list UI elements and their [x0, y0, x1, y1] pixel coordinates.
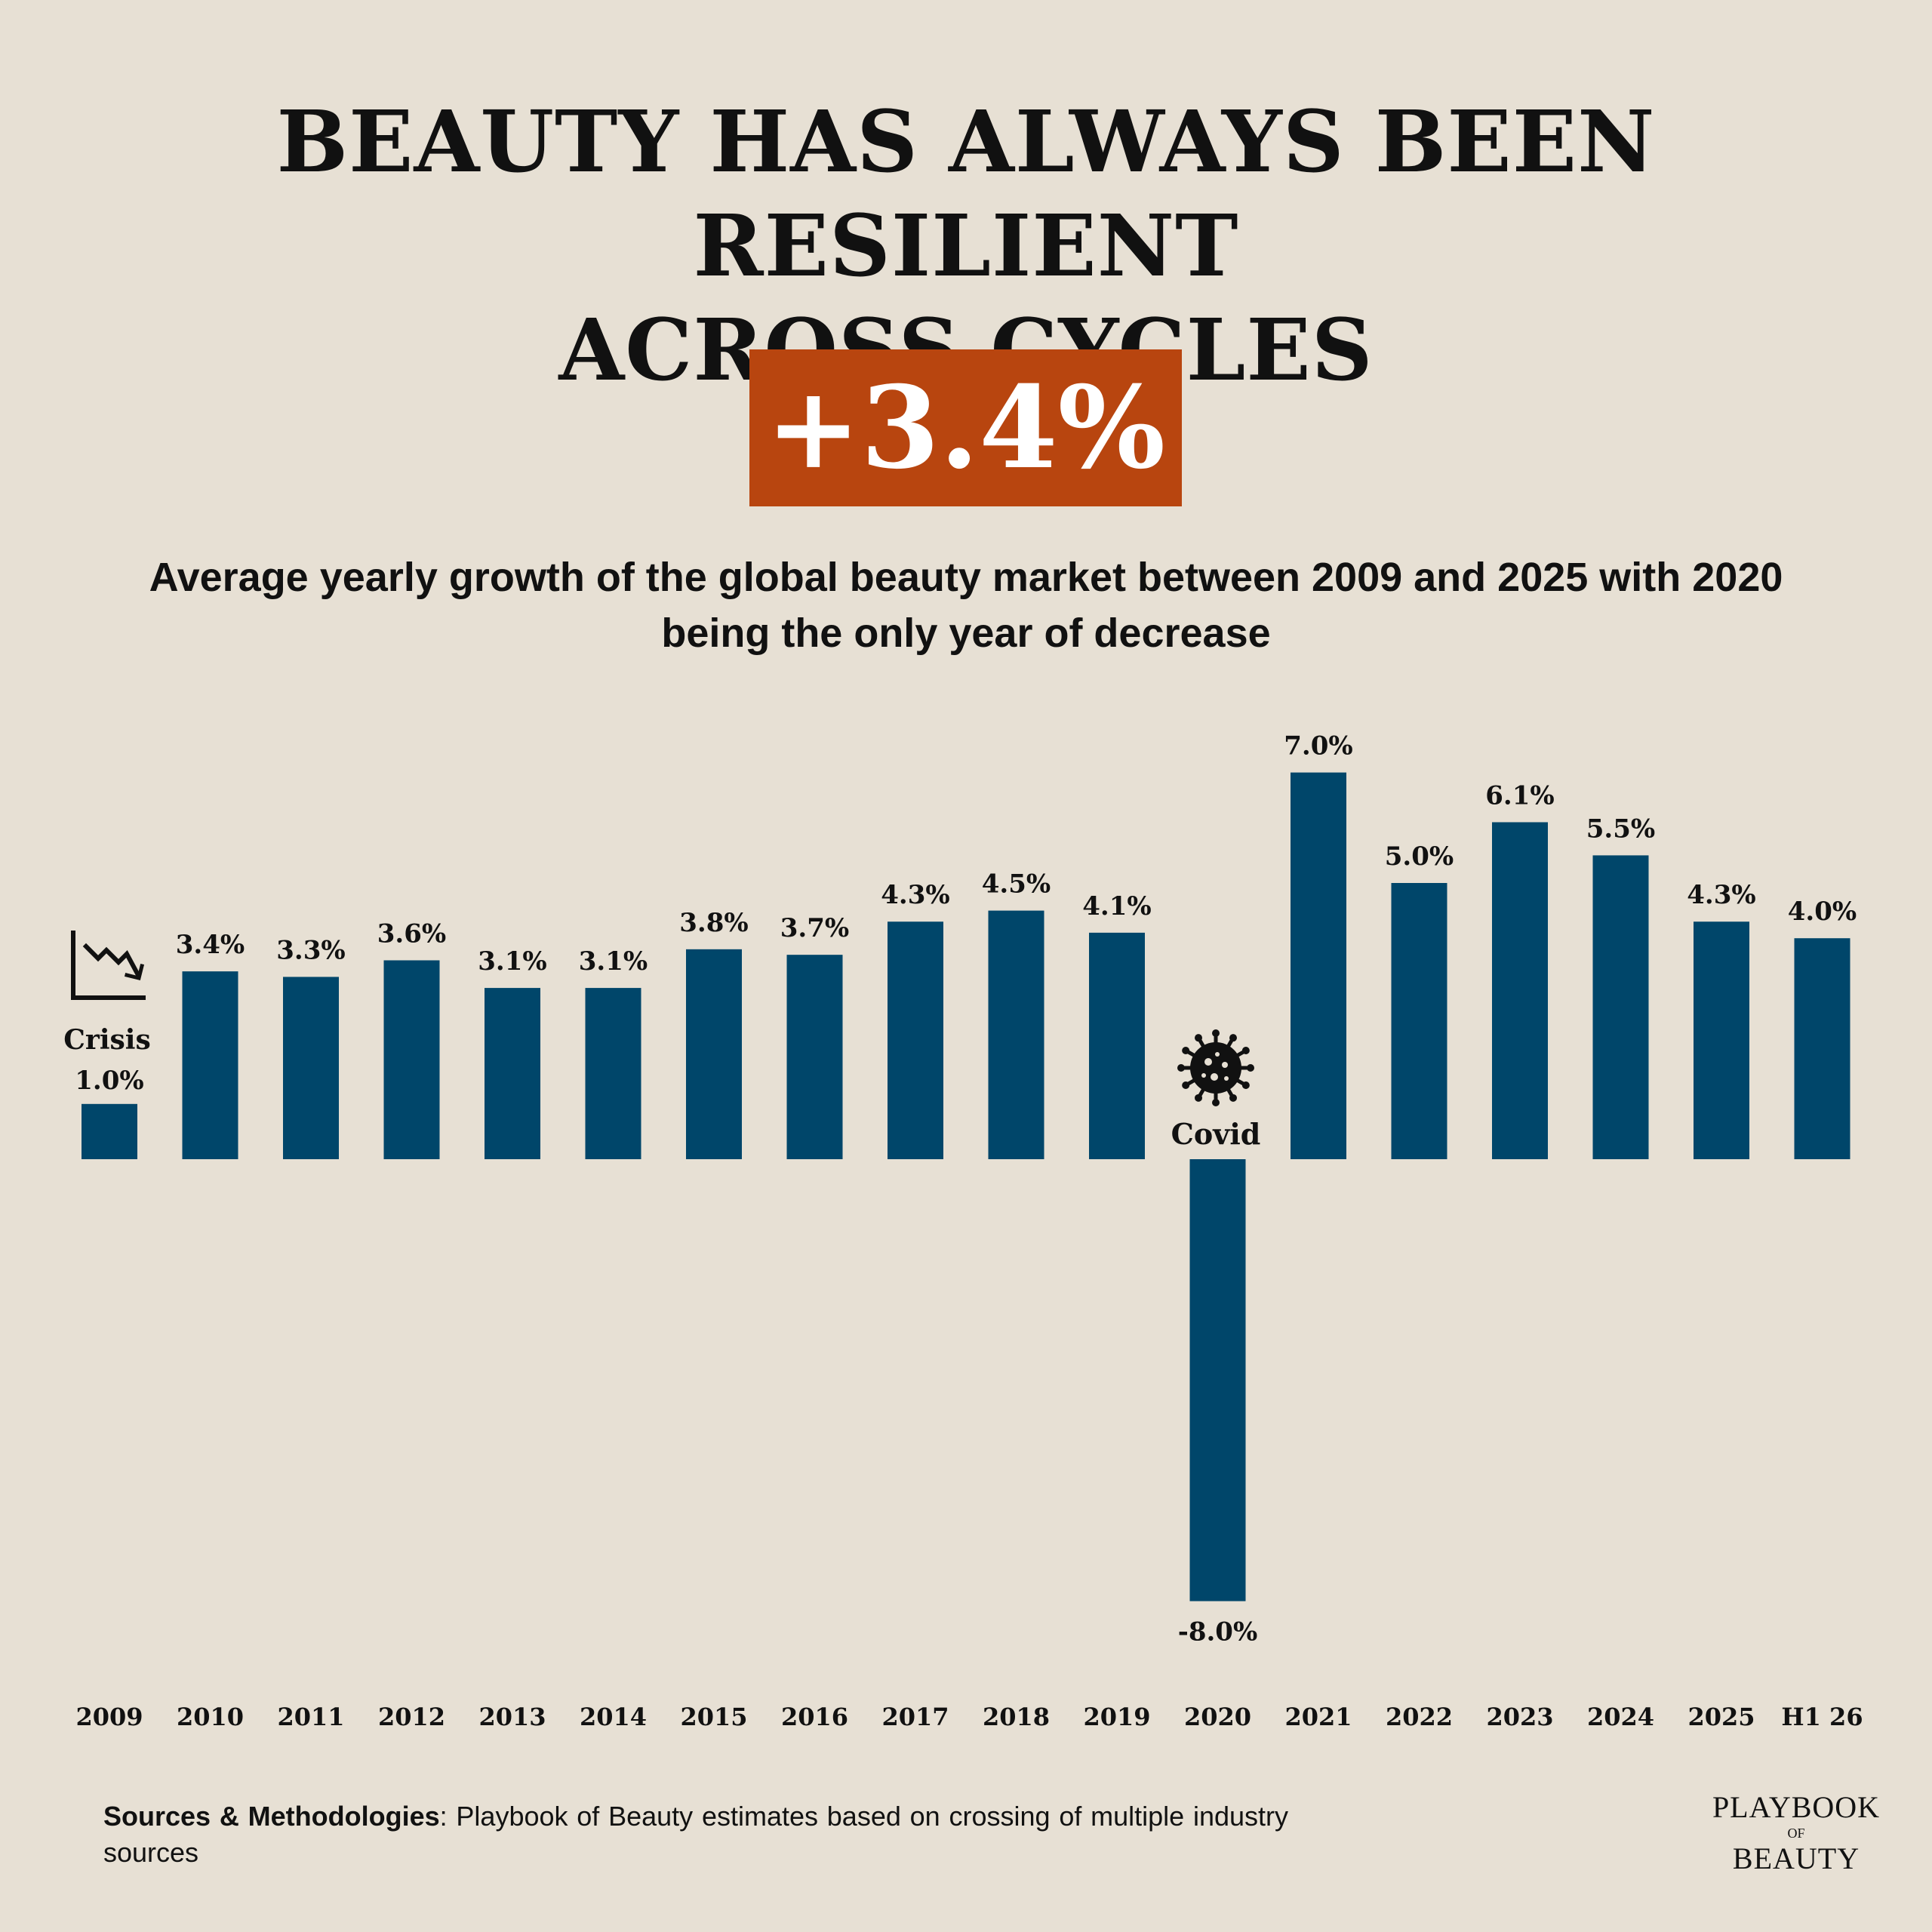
x-tick-label-2025: 2025: [1687, 1703, 1755, 1731]
logo-line-2: OF: [1787, 1826, 1805, 1841]
x-tick-label-2016: 2016: [781, 1703, 848, 1731]
value-label-2018: 4.5%: [982, 869, 1051, 900]
value-label-2023: 6.1%: [1485, 780, 1554, 811]
value-label-2015: 3.8%: [679, 908, 748, 938]
bar-2011: [283, 977, 339, 1159]
chart-title: BEAUTY HAS ALWAYS BEEN RESILIENT ACROSS …: [0, 91, 1932, 403]
bar-2014: [585, 988, 641, 1159]
bar-2020: [1189, 1159, 1246, 1601]
logo-line-1: PLAYBOOK: [1712, 1790, 1881, 1824]
x-tick-label-2010: 2010: [177, 1703, 244, 1731]
value-label-2019: 4.1%: [1082, 891, 1151, 921]
title-line-1: BEAUTY HAS ALWAYS BEEN RESILIENT: [276, 93, 1656, 296]
subtitle-line-1: Average yearly growth of the global beau…: [149, 555, 1783, 600]
covid-annotation: Covid: [1171, 1029, 1261, 1151]
x-tick-label-2024: 2024: [1587, 1703, 1654, 1731]
crisis-label: Crisis: [63, 1024, 151, 1056]
x-tick-label-2020: 2020: [1184, 1703, 1251, 1731]
declining-chart-icon: [71, 931, 146, 1000]
crisis-annotation: Crisis: [63, 931, 151, 1056]
value-label-2016: 3.7%: [780, 913, 849, 943]
value-label-2025: 4.3%: [1687, 880, 1755, 910]
subtitle-line-2: being the only year of decrease: [661, 611, 1271, 656]
virus-icon: [1177, 1029, 1254, 1106]
x-tick-label-2019: 2019: [1083, 1703, 1150, 1731]
chart-subtitle: Average yearly growth of the global beau…: [75, 549, 1857, 661]
bar-2021: [1291, 772, 1346, 1159]
x-axis-labels-group: 2009 2010 2011 2012 2013 2014 2015 2016 2017 2018…: [75, 1703, 1863, 1731]
logo-line-3: BEAUTY: [1732, 1841, 1860, 1875]
value-label-2013: 3.1%: [478, 946, 546, 977]
bar-2013: [485, 988, 540, 1159]
sources-label: Sources & Methodologies: [103, 1801, 440, 1832]
value-label-2020: -8.0%: [1178, 1617, 1258, 1647]
bar-2010: [182, 971, 238, 1159]
bar-2024: [1592, 855, 1649, 1159]
bar-2017: [888, 921, 943, 1159]
x-tick-label-2013: 2013: [478, 1703, 546, 1731]
value-label-2011: 3.3%: [276, 935, 345, 965]
bar-2022: [1391, 883, 1447, 1159]
x-tick-label-2022: 2022: [1386, 1703, 1453, 1731]
bar-2012: [383, 960, 440, 1159]
x-tick-label-2023: 2023: [1486, 1703, 1553, 1731]
x-tick-label-2012: 2012: [378, 1703, 445, 1731]
value-label-2014: 3.1%: [579, 946, 648, 977]
covid-label: Covid: [1171, 1117, 1261, 1151]
bars-group: [82, 772, 1850, 1601]
value-label-2012: 3.6%: [377, 918, 446, 949]
value-label-2010: 3.4%: [176, 930, 245, 960]
bar-2009: [82, 1103, 137, 1159]
x-tick-label-2009: 2009: [75, 1703, 143, 1731]
bar-2025: [1694, 921, 1749, 1159]
x-tick-label-2021: 2021: [1284, 1703, 1352, 1731]
bar-h1-26: [1794, 938, 1850, 1159]
x-tick-label-h1-26: H1 26: [1781, 1703, 1863, 1731]
sources-text: : Playbook of Beauty estimates based on …: [103, 1801, 1289, 1868]
value-label-2024: 5.5%: [1586, 814, 1655, 844]
x-tick-label-2015: 2015: [680, 1703, 747, 1731]
average-growth-badge: +3.4%: [749, 349, 1182, 506]
playbook-of-beauty-logo: PLAYBOOK OF BEAUTY: [1702, 1790, 1890, 1876]
value-label-2017: 4.3%: [881, 880, 949, 910]
bar-2019: [1089, 932, 1145, 1159]
value-label-2009: 1.0%: [75, 1066, 143, 1096]
bar-2015: [686, 949, 742, 1159]
value-label-h1-26: 4.0%: [1788, 897, 1857, 927]
sources-note: Sources & Methodologies: Playbook of Bea…: [103, 1798, 1288, 1871]
x-tick-label-2017: 2017: [881, 1703, 949, 1731]
bar-2016: [786, 955, 843, 1159]
value-label-2022: 5.0%: [1385, 841, 1454, 872]
value-labels-group: 1.0% 3.4% 3.3% 3.6% 3.1% 3.1% 3.8% 3.7% 4.3% 4.5%…: [75, 731, 1857, 1647]
bar-2023: [1492, 822, 1548, 1159]
x-tick-label-2014: 2014: [580, 1703, 647, 1731]
value-label-2021: 7.0%: [1284, 731, 1352, 761]
x-tick-label-2011: 2011: [277, 1703, 344, 1731]
bar-2018: [988, 910, 1044, 1159]
x-tick-label-2018: 2018: [983, 1703, 1050, 1731]
